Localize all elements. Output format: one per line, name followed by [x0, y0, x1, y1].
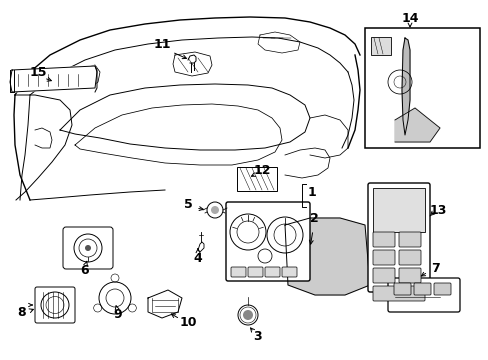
Text: 10: 10 [179, 316, 196, 329]
FancyBboxPatch shape [370, 37, 390, 55]
FancyBboxPatch shape [372, 286, 424, 301]
FancyBboxPatch shape [433, 283, 450, 295]
FancyBboxPatch shape [225, 202, 309, 281]
FancyBboxPatch shape [398, 232, 420, 247]
Text: 14: 14 [401, 12, 418, 24]
Text: 6: 6 [81, 264, 89, 276]
Text: 8: 8 [18, 306, 26, 319]
FancyBboxPatch shape [247, 267, 263, 277]
FancyBboxPatch shape [264, 267, 280, 277]
Polygon shape [401, 38, 409, 135]
FancyBboxPatch shape [367, 183, 429, 292]
Polygon shape [148, 290, 182, 318]
Text: 12: 12 [253, 163, 270, 176]
FancyBboxPatch shape [372, 232, 394, 247]
Text: 13: 13 [428, 203, 446, 216]
Text: 2: 2 [309, 211, 318, 225]
Text: 11: 11 [153, 39, 170, 51]
Text: 3: 3 [253, 330, 262, 343]
FancyBboxPatch shape [393, 283, 410, 295]
Circle shape [243, 310, 252, 320]
FancyBboxPatch shape [372, 250, 394, 265]
FancyBboxPatch shape [372, 188, 424, 232]
FancyBboxPatch shape [230, 267, 245, 277]
FancyBboxPatch shape [413, 283, 430, 295]
Polygon shape [394, 108, 439, 142]
Text: 9: 9 [113, 309, 122, 321]
FancyBboxPatch shape [63, 227, 113, 269]
Polygon shape [285, 218, 369, 295]
FancyBboxPatch shape [282, 267, 296, 277]
Text: 4: 4 [193, 252, 202, 265]
FancyBboxPatch shape [237, 167, 276, 191]
Text: 7: 7 [430, 261, 439, 274]
FancyBboxPatch shape [372, 268, 394, 283]
Text: 5: 5 [183, 198, 192, 211]
FancyBboxPatch shape [398, 268, 420, 283]
Text: 1: 1 [307, 185, 316, 198]
FancyBboxPatch shape [398, 250, 420, 265]
FancyBboxPatch shape [35, 287, 75, 323]
Text: 15: 15 [29, 66, 47, 78]
FancyBboxPatch shape [387, 278, 459, 312]
Circle shape [210, 206, 219, 214]
Polygon shape [10, 66, 97, 92]
Circle shape [85, 245, 91, 251]
FancyBboxPatch shape [364, 28, 479, 148]
